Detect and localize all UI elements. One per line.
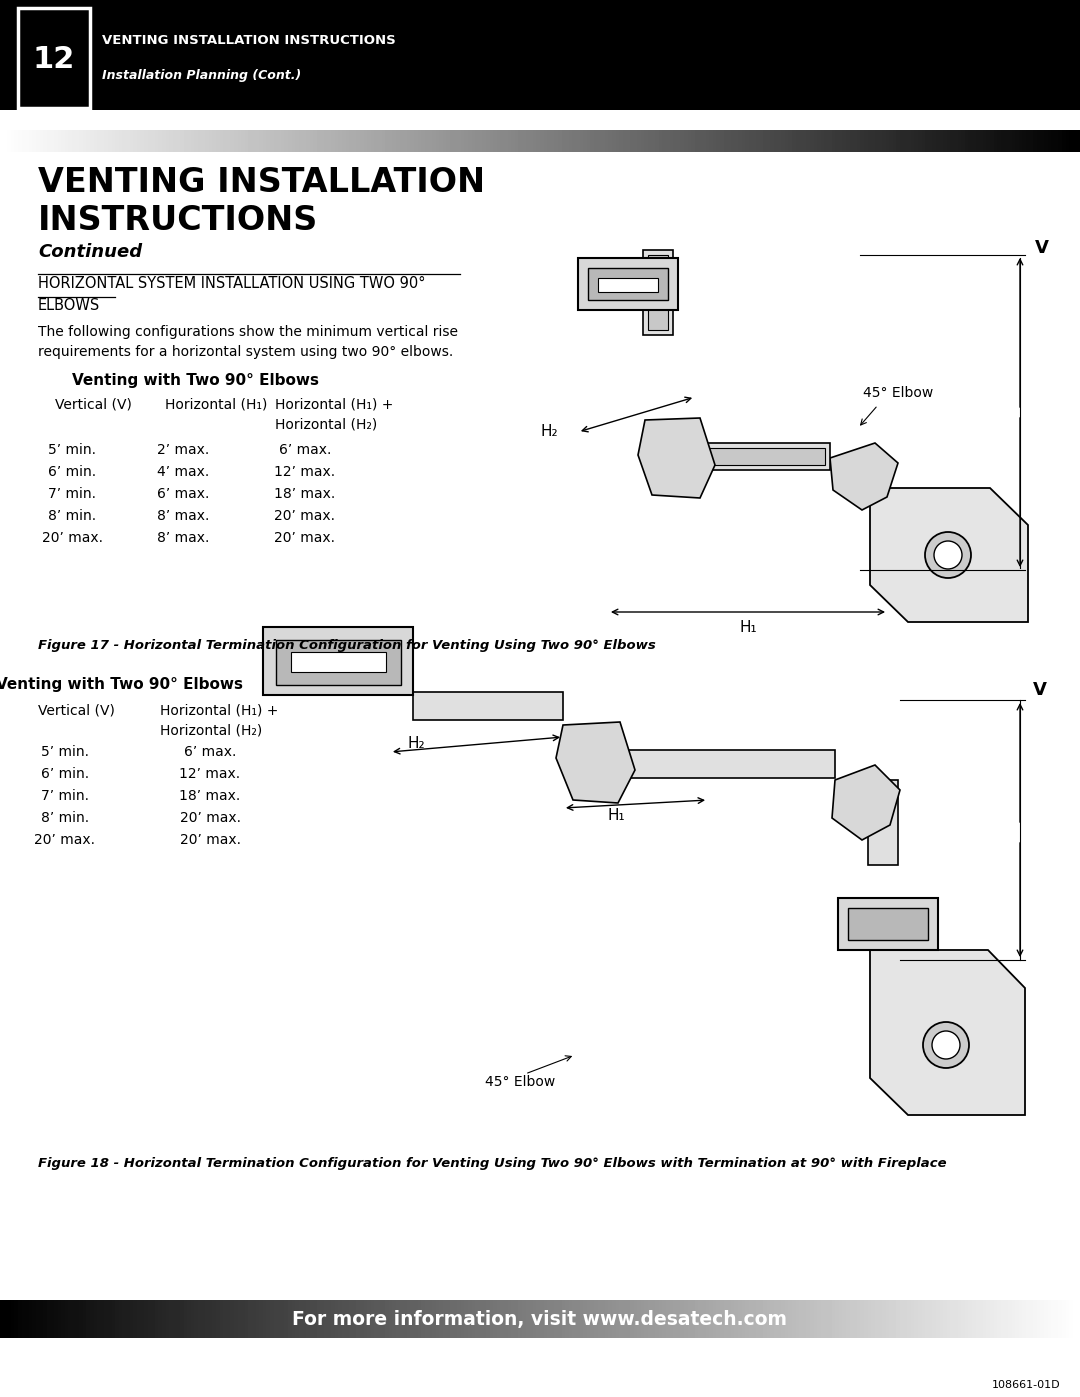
Text: 6’ max.: 6’ max.: [279, 443, 332, 457]
Text: INSTRUCTIONS: INSTRUCTIONS: [38, 204, 319, 236]
Text: Horizontal (H₁) +: Horizontal (H₁) +: [160, 703, 279, 717]
Text: Horizontal (H₂): Horizontal (H₂): [275, 418, 377, 432]
Bar: [291, 652, 386, 672]
Text: requirements for a horizontal system using two 90° elbows.: requirements for a horizontal system usi…: [38, 345, 454, 359]
Text: HORIZONTAL SYSTEM INSTALLATION USING TWO 90°: HORIZONTAL SYSTEM INSTALLATION USING TWO…: [38, 275, 426, 291]
Text: 8’ max.: 8’ max.: [157, 531, 210, 545]
Circle shape: [932, 1031, 960, 1059]
Text: 45° Elbow: 45° Elbow: [863, 386, 933, 400]
Text: Venting with Two 90° Elbows: Venting with Two 90° Elbows: [71, 373, 319, 387]
Bar: [848, 908, 928, 940]
Text: Vertical (V): Vertical (V): [55, 398, 132, 412]
Text: 7’ min.: 7’ min.: [41, 789, 89, 803]
Text: Horizontal (H₂): Horizontal (H₂): [160, 724, 262, 738]
Circle shape: [934, 541, 962, 569]
Text: VENTING INSTALLATION INSTRUCTIONS: VENTING INSTALLATION INSTRUCTIONS: [102, 34, 395, 46]
Text: VENTING INSTALLATION: VENTING INSTALLATION: [38, 166, 485, 200]
Text: 20’ max.: 20’ max.: [179, 812, 241, 826]
Text: 20’ max.: 20’ max.: [274, 509, 336, 522]
Text: 12’ max.: 12’ max.: [179, 767, 241, 781]
Text: Horizontal (H₁): Horizontal (H₁): [165, 398, 268, 412]
Text: The following configurations show the minimum vertical rise: The following configurations show the mi…: [38, 326, 458, 339]
Text: 108661-01D: 108661-01D: [991, 1380, 1059, 1390]
Text: 2’ max.: 2’ max.: [157, 443, 210, 457]
Text: H₂: H₂: [540, 425, 557, 440]
Circle shape: [924, 532, 971, 578]
Polygon shape: [832, 766, 900, 840]
Text: 20’ max.: 20’ max.: [35, 833, 95, 847]
Bar: [18, 8, 90, 108]
Polygon shape: [831, 443, 897, 510]
Circle shape: [923, 1023, 969, 1067]
Text: 4’ max.: 4’ max.: [157, 465, 210, 479]
Bar: [264, 627, 413, 694]
Text: H₁: H₁: [607, 807, 625, 823]
Bar: [643, 250, 673, 335]
Text: V: V: [1034, 680, 1047, 698]
Text: Installation Planning (Cont.): Installation Planning (Cont.): [102, 70, 301, 82]
Text: 6’ min.: 6’ min.: [48, 465, 96, 479]
Bar: [598, 278, 658, 292]
Bar: [0, 0, 1080, 110]
Polygon shape: [638, 418, 715, 497]
Text: Continued: Continued: [38, 243, 143, 261]
Bar: [276, 640, 401, 685]
Text: H₂: H₂: [407, 735, 424, 750]
Bar: [578, 258, 678, 310]
Text: 8’ min.: 8’ min.: [48, 509, 96, 522]
Bar: [413, 692, 563, 719]
Text: 8’ max.: 8’ max.: [157, 509, 210, 522]
Text: 18’ max.: 18’ max.: [274, 488, 336, 502]
Text: Figure 17 - Horizontal Termination Configuration for Venting Using Two 90° Elbow: Figure 17 - Horizontal Termination Confi…: [38, 638, 656, 651]
Text: 6’ min.: 6’ min.: [41, 767, 89, 781]
Text: H₁: H₁: [739, 620, 757, 636]
Text: 12: 12: [32, 46, 76, 74]
Polygon shape: [870, 950, 1025, 1115]
Text: 7’ min.: 7’ min.: [48, 488, 96, 502]
Text: ELBOWS: ELBOWS: [38, 299, 100, 313]
Text: 45° Elbow: 45° Elbow: [485, 1076, 555, 1090]
Bar: [838, 898, 939, 950]
Text: Horizontal (H₁) +: Horizontal (H₁) +: [275, 398, 393, 412]
Text: Venting with Two 90° Elbows: Venting with Two 90° Elbows: [0, 678, 243, 693]
Text: 8’ min.: 8’ min.: [41, 812, 89, 826]
Text: 20’ max.: 20’ max.: [179, 833, 241, 847]
Text: 5’ min.: 5’ min.: [41, 745, 89, 759]
Bar: [705, 448, 825, 465]
Bar: [588, 268, 669, 300]
Bar: [648, 256, 669, 330]
Polygon shape: [556, 722, 635, 803]
Text: V: V: [1035, 239, 1049, 257]
Text: Figure 18 - Horizontal Termination Configuration for Venting Using Two 90° Elbow: Figure 18 - Horizontal Termination Confi…: [38, 1157, 947, 1169]
Text: 5’ min.: 5’ min.: [48, 443, 96, 457]
Text: 6’ max.: 6’ max.: [184, 745, 237, 759]
Text: Vertical (V): Vertical (V): [38, 703, 114, 717]
Text: 20’ max.: 20’ max.: [274, 531, 336, 545]
Bar: [700, 443, 831, 469]
Text: For more information, visit www.desatech.com: For more information, visit www.desatech…: [293, 1309, 787, 1329]
Polygon shape: [870, 488, 1028, 622]
Bar: [620, 750, 835, 778]
Text: 6’ max.: 6’ max.: [157, 488, 210, 502]
Text: 18’ max.: 18’ max.: [179, 789, 241, 803]
Bar: [868, 780, 897, 865]
Text: 12’ max.: 12’ max.: [274, 465, 336, 479]
Text: 20’ max.: 20’ max.: [41, 531, 103, 545]
